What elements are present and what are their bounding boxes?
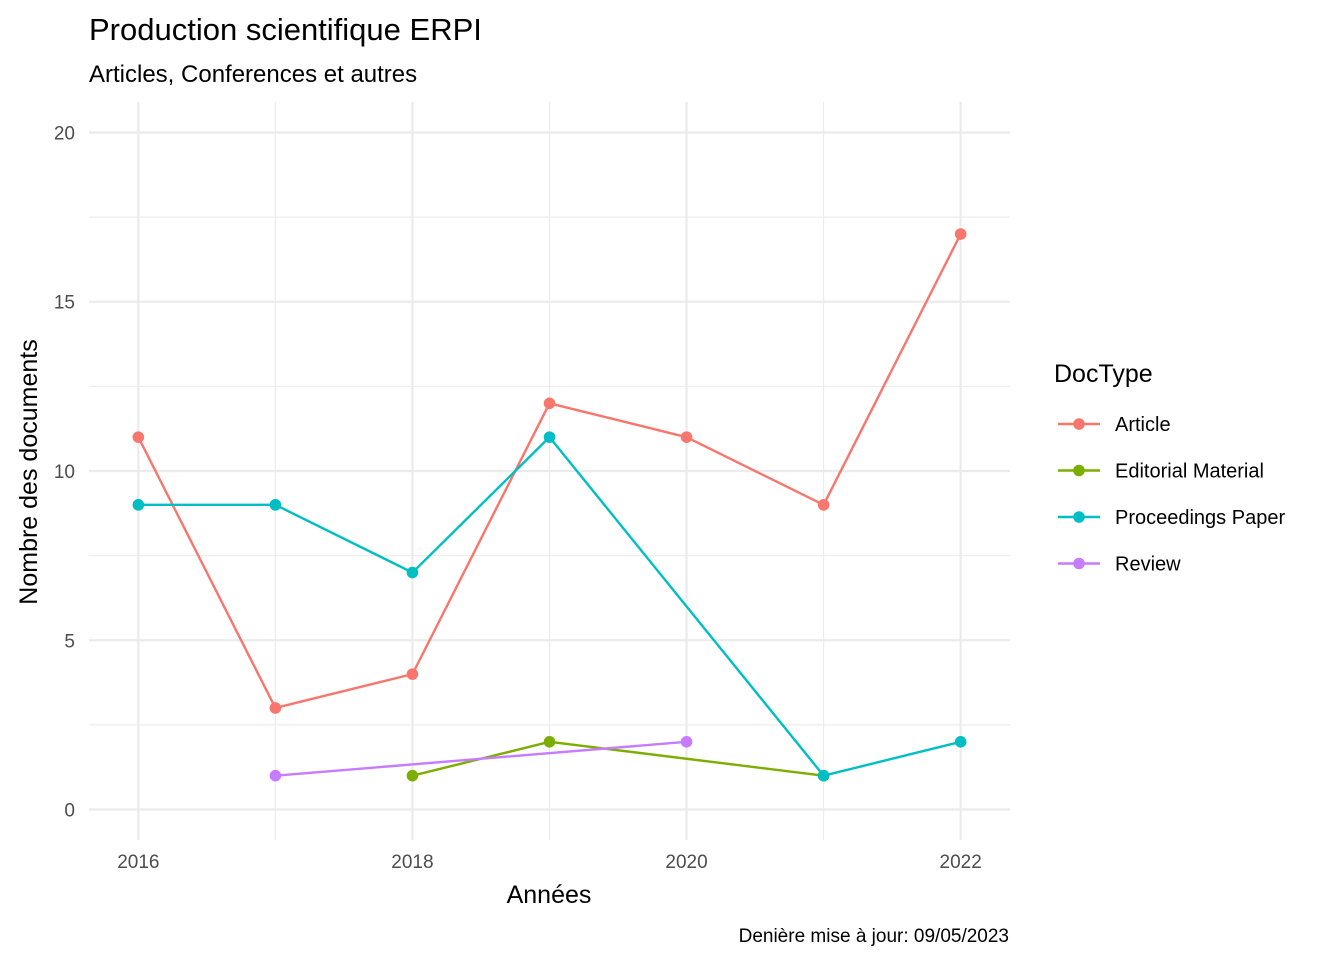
data-point-article xyxy=(406,668,419,680)
y-tick-label: 10 xyxy=(54,462,75,483)
data-point-article xyxy=(132,431,145,443)
data-point-proceedings-paper xyxy=(132,499,145,511)
x-tick-label: 2016 xyxy=(117,852,159,873)
series-line-proceedings-paper xyxy=(138,435,961,777)
y-tick-label: 15 xyxy=(54,293,75,314)
y-tick-label: 0 xyxy=(64,801,75,822)
data-point-proceedings-paper xyxy=(954,736,967,748)
data-point-proceedings-paper xyxy=(406,566,419,579)
x-axis-title: Années xyxy=(507,881,592,909)
data-point-proceedings-paper xyxy=(817,769,830,782)
legend-point-proceedings-paper xyxy=(1073,511,1085,523)
legend-label-review: Review xyxy=(1115,554,1181,576)
legend-point-article xyxy=(1073,418,1085,430)
chart-subtitle: Articles, Conferences et autres xyxy=(89,61,417,88)
data-point-article xyxy=(543,397,556,410)
data-point-article xyxy=(954,228,967,240)
y-tick-labels: 0 5 10 15 20 xyxy=(54,123,75,821)
data-point-editorial-material xyxy=(406,769,419,782)
y-tick-label: 5 xyxy=(64,631,75,652)
y-axis-title: Nombre des documents xyxy=(15,339,43,604)
data-point-editorial-material xyxy=(543,736,556,748)
data-point-article xyxy=(817,499,830,511)
legend: DocType Article Editorial Material Proceed… xyxy=(1054,360,1285,576)
x-tick-label: 2022 xyxy=(940,852,982,873)
x-tick-label: 2020 xyxy=(665,852,707,873)
caption: Denière mise à jour: 09/05/2023 xyxy=(739,926,1009,947)
grid-lines xyxy=(89,102,1010,840)
legend-point-editorial-material xyxy=(1073,464,1085,477)
legend-title: DocType xyxy=(1054,360,1153,388)
legend-label-proceedings-paper: Proceedings Paper xyxy=(1115,507,1285,529)
data-point-proceedings-paper xyxy=(269,499,282,511)
data-point-article xyxy=(680,431,693,443)
data-point-review xyxy=(269,769,282,782)
legend-label-article: Article xyxy=(1115,414,1171,436)
data-point-proceedings-paper xyxy=(543,431,556,443)
legend-label-editorial-material: Editorial Material xyxy=(1115,461,1264,483)
x-tick-label: 2018 xyxy=(391,852,433,873)
data-point-review xyxy=(680,736,693,748)
series-points xyxy=(132,228,967,782)
y-tick-label: 20 xyxy=(54,123,75,144)
chart-title: Production scientifique ERPI xyxy=(89,12,482,47)
series-line-review xyxy=(275,740,687,777)
data-point-article xyxy=(269,702,282,714)
x-tick-labels: 2016 2018 2020 2022 xyxy=(117,852,982,873)
legend-point-review xyxy=(1073,557,1085,570)
